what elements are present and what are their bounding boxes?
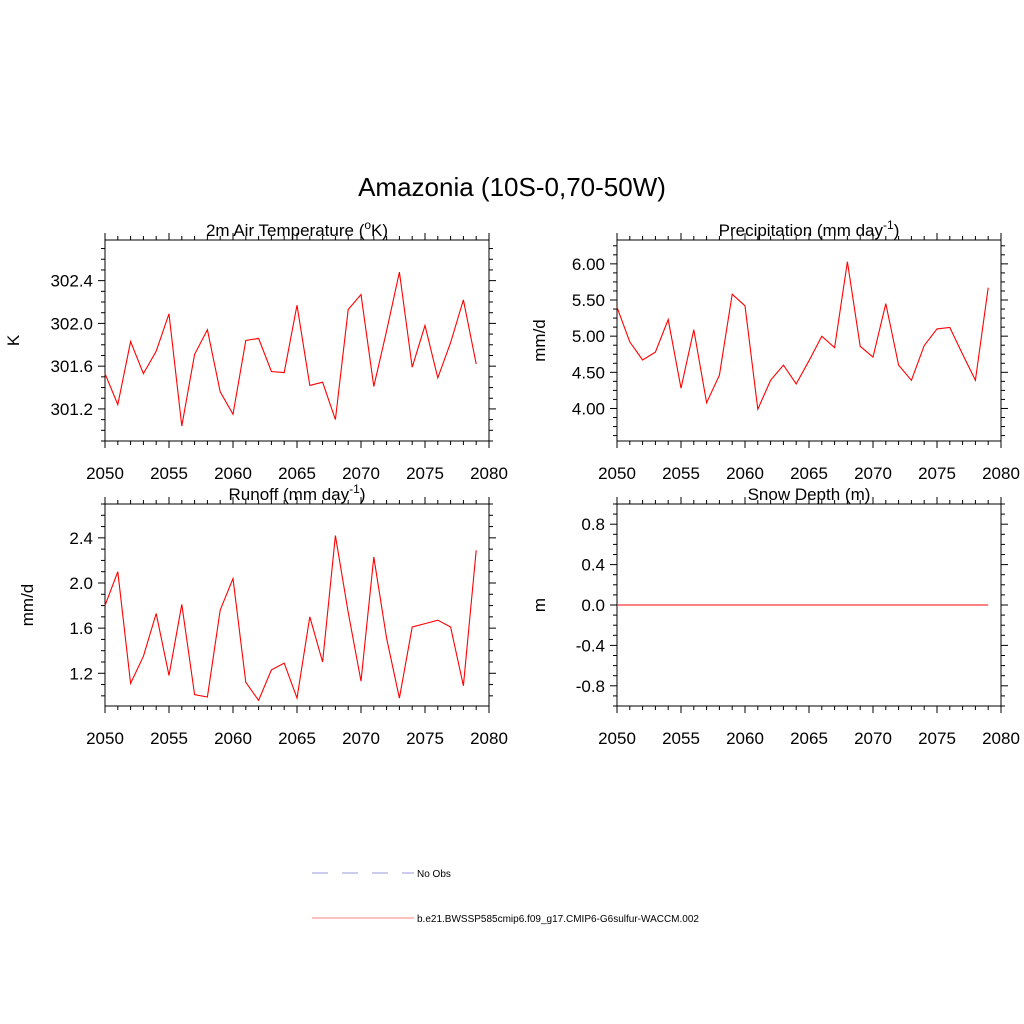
x-tick-label: 2050	[598, 729, 636, 748]
legend-obs-label: No Obs	[417, 869, 451, 880]
x-tick-label: 2050	[598, 464, 636, 483]
y-tick-label: 1.2	[69, 664, 93, 683]
x-tick-label: 2065	[790, 464, 828, 483]
panel-3: 2050 2055 2060 2065 2070 2075 2080 1.2 1.6 2.0 2.4…	[18, 482, 508, 748]
legend-model-label: b.e21.BWSSP585cmip6.f09_g17.CMIP6-G6sulf…	[417, 914, 699, 925]
y-tick-label: 302.0	[50, 314, 93, 333]
legend: No Obs b.e21.BWSSP585cmip6.f09_g17.CMIP6…	[312, 869, 699, 925]
y-axis-label: m	[530, 598, 549, 612]
y-tick-label: 5.50	[572, 291, 605, 310]
plot-frame	[616, 239, 1002, 442]
main-title: Amazonia (10S-0,70-50W)	[358, 172, 666, 202]
panel-4: 2050 2055 2060 2065 2070 2075 2080 -0.8 -0.4 0.0 0…	[530, 485, 1020, 748]
plot-frame	[104, 239, 490, 442]
y-tick-label: -0.4	[576, 636, 605, 655]
x-tick-label: 2065	[790, 729, 828, 748]
x-tick-label: 2070	[854, 464, 892, 483]
x-tick-label: 2075	[406, 729, 444, 748]
y-tick-label: 2.4	[69, 529, 93, 548]
x-tick-label: 2075	[918, 729, 956, 748]
y-tick-label: 0.0	[581, 596, 605, 615]
x-tick-label: 2065	[278, 464, 316, 483]
x-tick-label: 2065	[278, 729, 316, 748]
x-tick-label: 2055	[662, 729, 700, 748]
panel-title: 2m Air Temperature (oK)	[206, 218, 388, 240]
panel-title: Snow Depth (m)	[748, 485, 871, 504]
x-tick-label: 2075	[918, 464, 956, 483]
panel-2: 2050 2055 2060 2065 2070 2075 2080 4.00 4.50 5.00…	[530, 218, 1020, 483]
y-tick-label: 6.00	[572, 255, 605, 274]
x-tick-label: 2070	[342, 729, 380, 748]
y-tick-label: 5.00	[572, 327, 605, 346]
x-tick-label: 2070	[854, 729, 892, 748]
y-tick-label: 2.0	[69, 574, 93, 593]
x-tick-label: 2060	[726, 464, 764, 483]
x-tick-label: 2080	[982, 729, 1020, 748]
y-tick-label: 0.4	[581, 556, 605, 575]
panel-title: Runoff (mm day-1)	[229, 482, 366, 504]
y-tick-label: 301.2	[50, 400, 93, 419]
y-axis-label: mm/d	[530, 319, 549, 362]
y-tick-label: 301.6	[50, 357, 93, 376]
x-tick-label: 2055	[150, 729, 188, 748]
y-tick-label: 1.6	[69, 619, 93, 638]
y-tick-label: -0.8	[576, 677, 605, 696]
x-tick-label: 2070	[342, 464, 380, 483]
panels: 2050 2055 2060 2065 2070 2075 2080 301.2 301.6 30…	[4, 218, 1020, 748]
series-line	[616, 261, 989, 412]
series-line	[104, 535, 477, 702]
x-tick-label: 2075	[406, 464, 444, 483]
x-tick-label: 2055	[662, 464, 700, 483]
panel-1: 2050 2055 2060 2065 2070 2075 2080 301.2 301.6 30…	[4, 218, 508, 483]
x-tick-label: 2080	[470, 729, 508, 748]
x-tick-label: 2060	[726, 729, 764, 748]
y-tick-label: 4.50	[572, 363, 605, 382]
x-tick-label: 2055	[150, 464, 188, 483]
x-tick-label: 2080	[470, 464, 508, 483]
y-axis-label: K	[4, 334, 23, 346]
x-tick-label: 2060	[214, 464, 252, 483]
x-tick-label: 2050	[86, 729, 124, 748]
x-tick-label: 2050	[86, 464, 124, 483]
series-line	[104, 271, 477, 427]
y-tick-label: 302.4	[50, 272, 93, 291]
x-tick-label: 2060	[214, 729, 252, 748]
y-tick-label: 4.00	[572, 399, 605, 418]
x-tick-label: 2080	[982, 464, 1020, 483]
y-axis-label: mm/d	[18, 584, 37, 627]
panel-title: Precipitation (mm day-1)	[719, 218, 900, 240]
y-tick-label: 0.8	[581, 515, 605, 534]
plot-frame	[104, 503, 490, 707]
